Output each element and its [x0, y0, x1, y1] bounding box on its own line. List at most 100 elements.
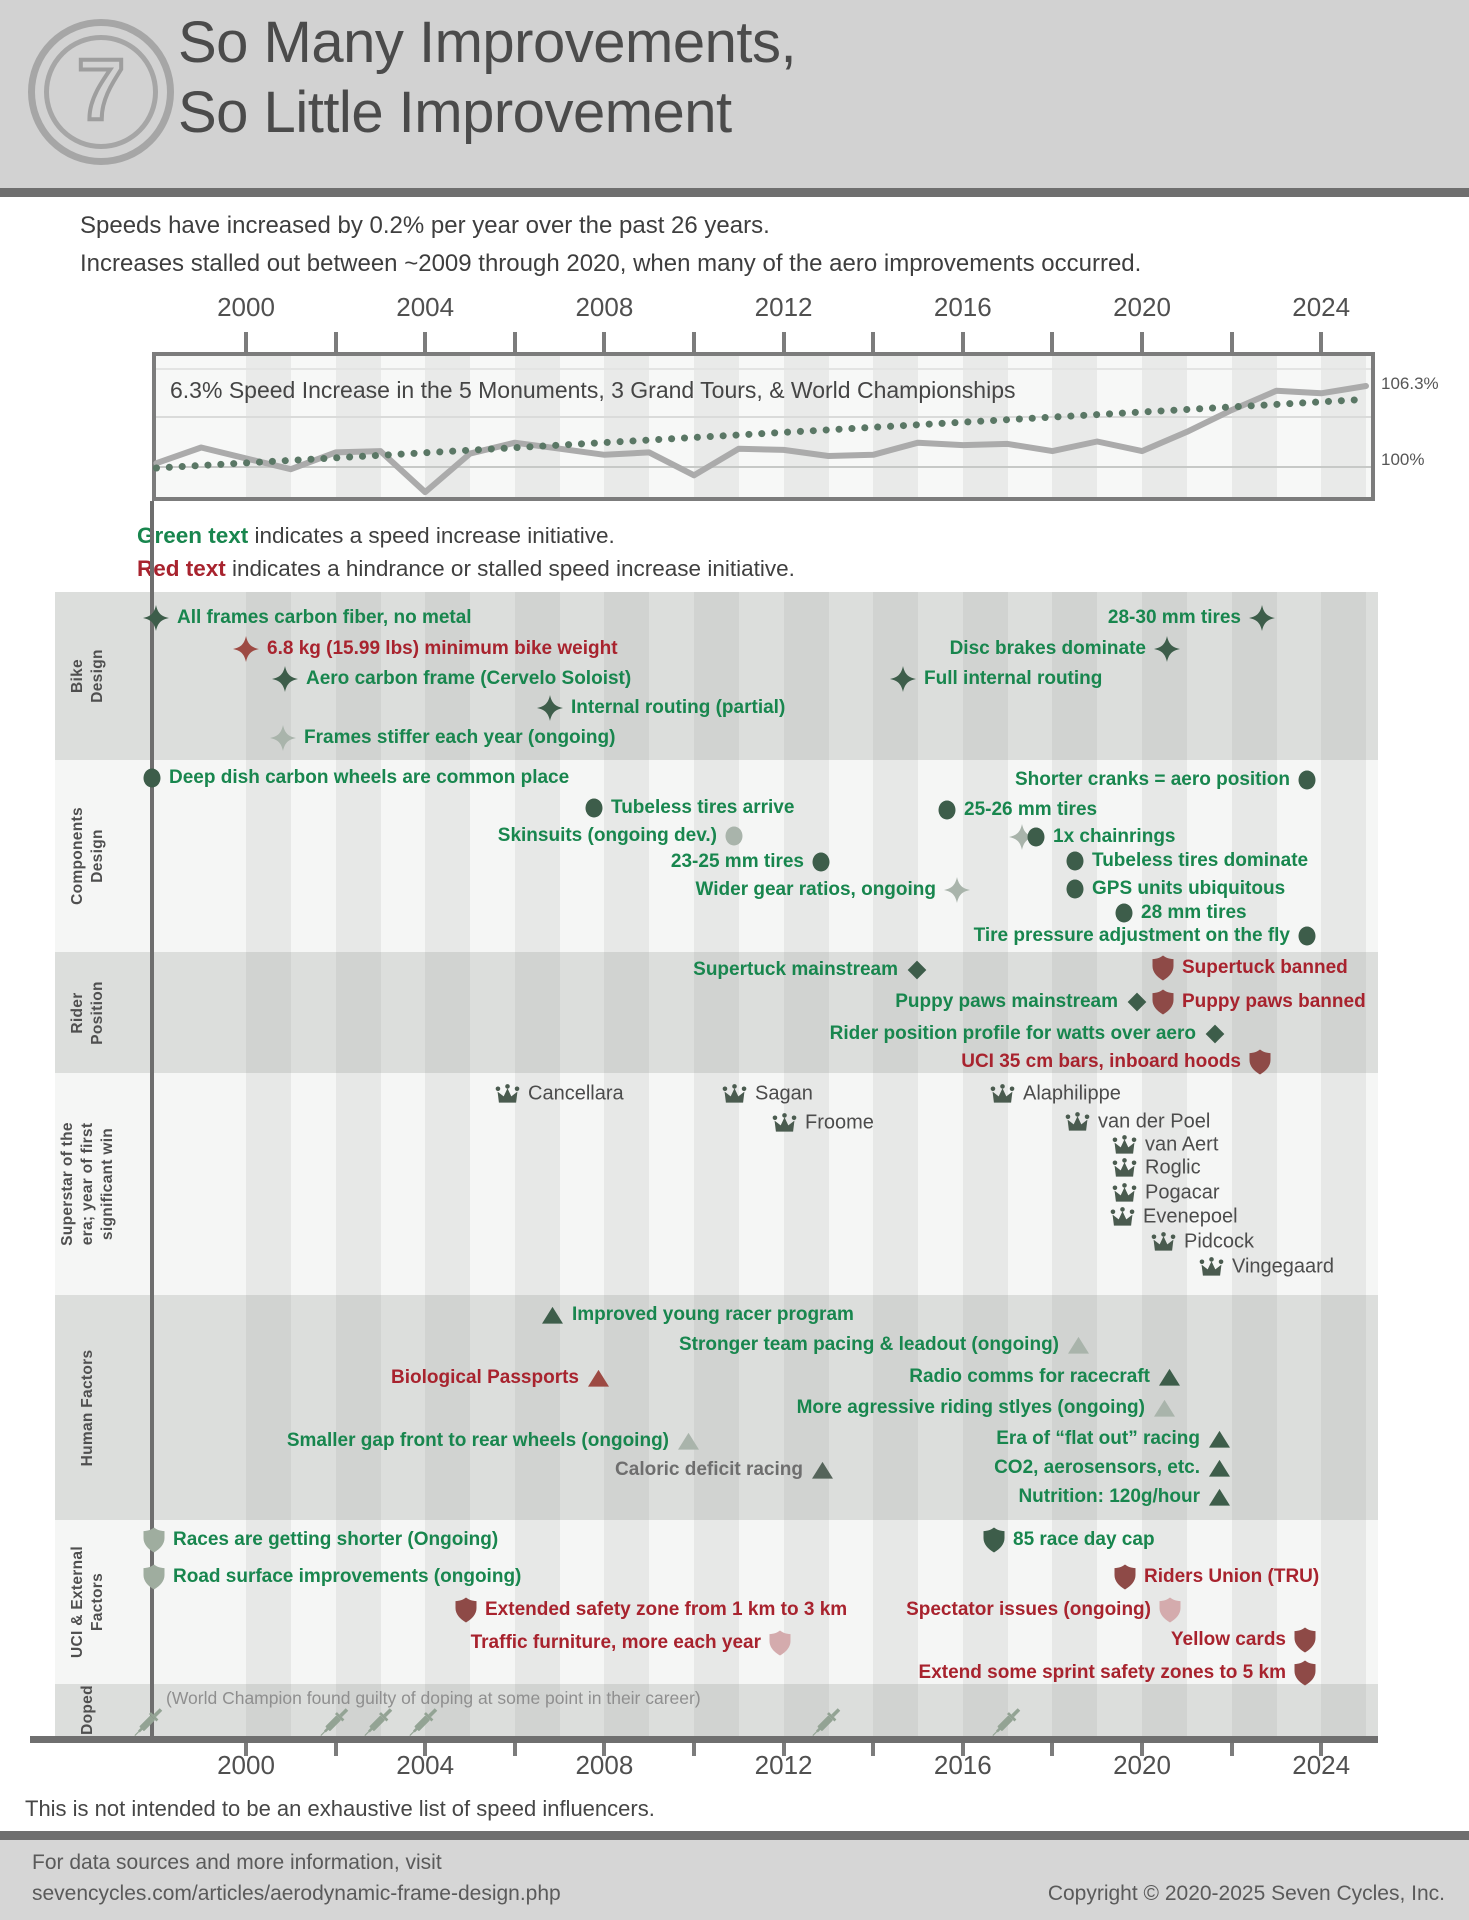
item-label: 6.8 kg (15.99 lbs) minimum bike weight [267, 638, 618, 659]
row-band-components [55, 760, 1378, 952]
timeline-item-sagan: Sagan [722, 1083, 813, 1106]
timeline-year-stripes [152, 592, 1375, 1736]
crown-icon [495, 1084, 520, 1105]
timeline-item-85-race-day-cap: 85 race day cap [983, 1527, 1155, 1553]
diamond-icon [1126, 991, 1148, 1013]
timeline-item-radio-comms-for-racecraft: Radio comms for racecraft [909, 1366, 1181, 1388]
legend-green-lead: Green text [137, 523, 249, 548]
timeline-item-rider-position-profile-for-watts-over-aero: Rider position profile for watts over ae… [830, 1023, 1226, 1045]
intro-line-2: Increases stalled out between ~2009 thro… [80, 250, 1142, 277]
year-stripe [1142, 356, 1187, 497]
item-label: Rider position profile for watts over ae… [829, 1023, 1196, 1044]
item-label: Deep dish carbon wheels are common place [169, 767, 570, 788]
circle-icon [1066, 851, 1084, 871]
timeline-item-6-8-kg-15-99-lbs-minimum-bike-weight: 6.8 kg (15.99 lbs) minimum bike weight [233, 636, 618, 662]
timeline-spine [150, 501, 154, 1736]
item-label: UCI 35 cm bars, inboard hoods [961, 1051, 1241, 1072]
axis-tick [1140, 1743, 1144, 1756]
crown-icon [772, 1113, 797, 1134]
shield-icon [983, 1527, 1005, 1553]
timeline-item-pidcock: Pidcock [1151, 1231, 1254, 1254]
chart-plot [152, 383, 1370, 496]
item-label: Radio comms for racecraft [909, 1366, 1150, 1387]
row-band-bike [55, 592, 1378, 760]
syringe-icon [807, 1703, 848, 1744]
timeline-item-evenepoel: Evenepoel [1110, 1206, 1238, 1229]
axis-tick [602, 1743, 607, 1756]
timeline-item-van-der-poel: van der Poel [1065, 1111, 1210, 1134]
year-stripe [246, 592, 291, 1736]
year-stripe [873, 592, 919, 1736]
item-label: Puppy paws mainstream [895, 991, 1118, 1012]
shield-icon [1294, 1660, 1316, 1686]
triangle-icon [541, 1305, 564, 1325]
shield-icon [1152, 955, 1174, 981]
timeline-item-28-mm-tires: 28 mm tires [1115, 902, 1247, 924]
item-label: Stronger team pacing & leadout (ongoing) [679, 1334, 1059, 1355]
footer-copyright: Copyright © 2020-2025 Seven Cycles, Inc. [1047, 1882, 1445, 1905]
chart-max-label: 106.3% [1381, 374, 1439, 393]
sparkle-icon [890, 666, 916, 692]
item-label: Puppy paws banned [1182, 991, 1366, 1012]
year-stripe [783, 592, 829, 1736]
timeline-item-van-aert: van Aert [1112, 1134, 1218, 1157]
sparkle-icon [1009, 824, 1035, 850]
timeline-item-co2-aerosensors-etc: CO2, aerosensors, etc. [994, 1457, 1231, 1479]
item-label: Spectator issues (ongoing) [906, 1599, 1151, 1620]
circle-icon [143, 768, 161, 788]
legend-green-rest: indicates a speed increase initiative. [248, 523, 615, 548]
title-line-1: So Many Improvements, [178, 10, 797, 75]
shield-icon [1152, 989, 1174, 1015]
axis-tick [871, 332, 876, 352]
shield-icon [143, 1564, 165, 1590]
year-stripe [694, 592, 739, 1736]
axis-year-label: 2012 [754, 292, 813, 322]
item-label: Supertuck mainstream [693, 959, 898, 980]
axis-year-label: 2016 [933, 1750, 992, 1780]
row-label-doped: Doped [78, 1685, 96, 1735]
timeline-item-vingegaard: Vingegaard [1199, 1256, 1334, 1279]
row-label-bike: Bike Design [68, 649, 106, 703]
sparkle-icon [1154, 636, 1180, 662]
timeline-item-froome: Froome [772, 1112, 874, 1135]
item-label: Shorter cranks = aero position [1014, 769, 1290, 790]
legend-red: Red text indicates a hindrance or stalle… [137, 556, 795, 582]
circle-icon [1115, 903, 1133, 923]
timeline-item-aero-carbon-frame-cervelo-soloist: Aero carbon frame (Cervelo Soloist) [272, 666, 631, 692]
item-label: Sagan [755, 1082, 813, 1105]
syringe-icon [315, 1703, 356, 1744]
circle-icon [812, 852, 830, 872]
timeline-item-decor [1009, 824, 1035, 850]
axis-tick [602, 332, 607, 352]
axis-tick [1229, 332, 1234, 352]
item-label: Wider gear ratios, ongoing [695, 879, 936, 900]
timeline-item-roglic: Roglic [1112, 1157, 1201, 1180]
timeline-item-stronger-team-pacing-leadout-ongoing: Stronger team pacing & leadout (ongoing) [679, 1334, 1090, 1356]
gridline-104 [156, 416, 1371, 418]
timeline-item-yellow-cards: Yellow cards [1171, 1627, 1316, 1653]
axis-year-label: 2004 [396, 1750, 455, 1780]
axis-year-label: 2020 [1113, 292, 1171, 322]
item-label: All frames carbon fiber, no metal [177, 607, 472, 628]
item-label: Tire pressure adjustment on the fly [973, 925, 1290, 946]
triangle-icon [1208, 1429, 1231, 1449]
timeline-item-pogacar: Pogacar [1112, 1182, 1220, 1205]
item-label: Pidcock [1184, 1230, 1255, 1253]
triangle-icon [677, 1431, 700, 1451]
sparkle-icon [537, 695, 563, 721]
timeline-item-shorter-cranks-aero-position: Shorter cranks = aero position [1015, 769, 1316, 791]
axis-tick [781, 1743, 786, 1756]
legend-green: Green text indicates a speed increase in… [137, 523, 615, 549]
item-label: 25-26 mm tires [964, 799, 1098, 820]
footer-url[interactable]: sevencycles.com/articles/aerodynamic-fra… [32, 1882, 561, 1905]
crown-icon [722, 1084, 747, 1105]
timeline-item-supertuck-banned: Supertuck banned [1152, 955, 1348, 981]
timeline-item-puppy-paws-mainstream: Puppy paws mainstream [895, 991, 1148, 1013]
timeline-item-traffic-furniture-more-each-year: Traffic furniture, more each year [471, 1630, 791, 1656]
item-label: Full internal routing [924, 668, 1103, 689]
axis-tick [512, 1743, 517, 1756]
footer-divider [0, 1831, 1469, 1840]
crown-icon [1065, 1112, 1090, 1133]
timeline-item-wider-gear-ratios-ongoing: Wider gear ratios, ongoing [695, 877, 970, 903]
